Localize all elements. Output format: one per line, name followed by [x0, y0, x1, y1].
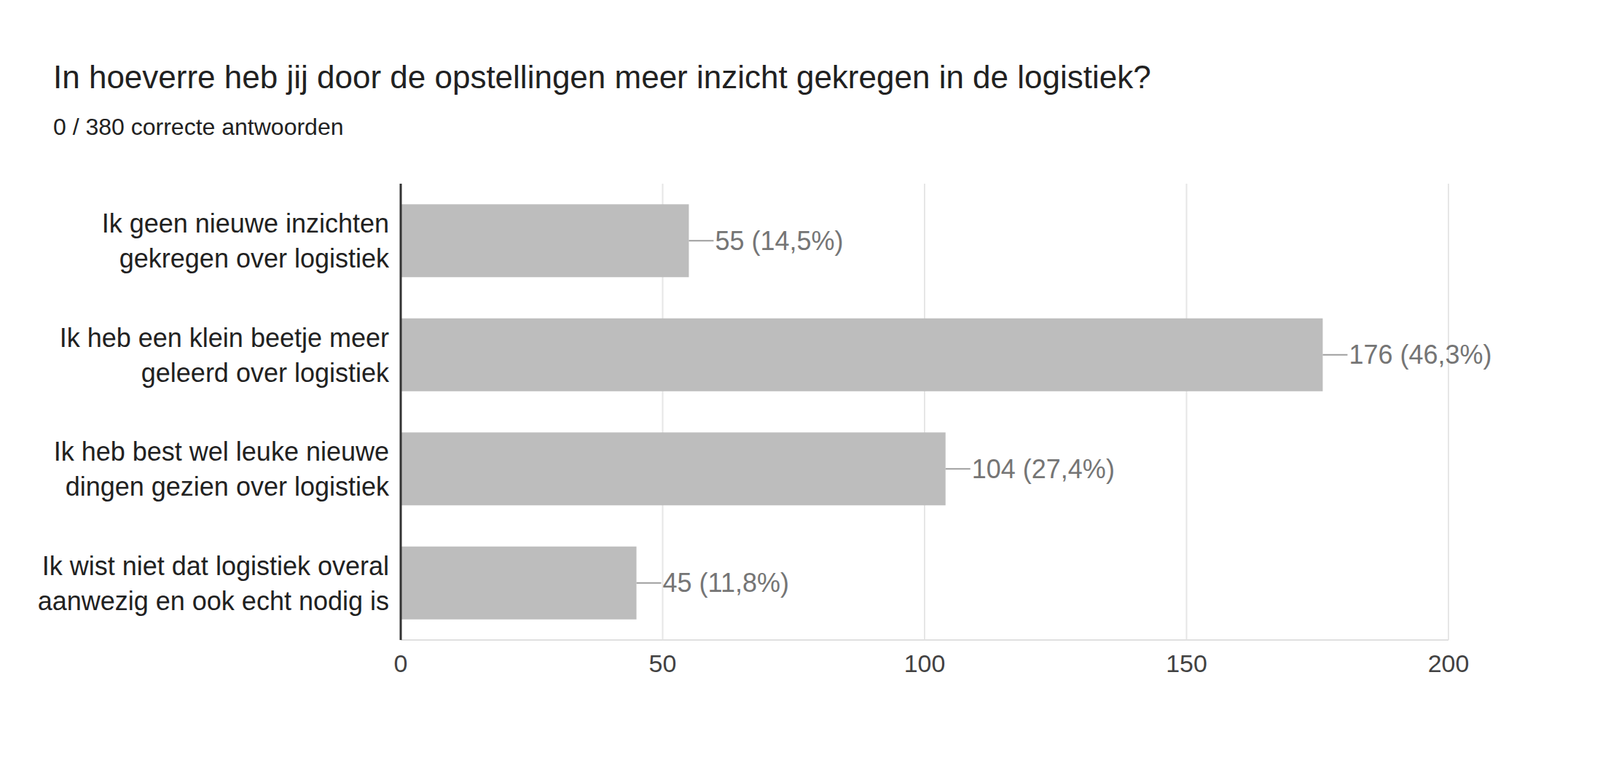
svg-text:104 (27,4%): 104 (27,4%)	[971, 453, 1115, 484]
svg-text:0: 0	[394, 649, 409, 677]
html-text:In hoeverre heb jij door de op: In hoeverre heb jij door de opstellingen…	[53, 59, 1151, 95]
svg-text:55 (14,5%): 55 (14,5%)	[714, 225, 843, 256]
svg-text:200: 200	[1428, 649, 1470, 677]
svg-text:Ik geen nieuwe inzichtengekreg: Ik geen nieuwe inzichtengekregen over lo…	[102, 208, 390, 274]
svg-text:45 (11,8%): 45 (11,8%)	[663, 567, 790, 598]
svg-text:176 (46,3%): 176 (46,3%)	[1348, 339, 1492, 370]
svg-text:Ik heb een klein beetje meerge: Ik heb een klein beetje meergeleerd over…	[59, 322, 390, 387]
svg-text:100: 100	[904, 649, 946, 677]
svg-text:150: 150	[1165, 649, 1208, 677]
svg-text:Ik heb best wel leuke nieuwedi: Ik heb best wel leuke nieuwedingen gezie…	[53, 436, 390, 502]
html-text:0 / 380 correcte antwoorden: 0 / 380 correcte antwoorden	[53, 113, 344, 140]
svg-text:50: 50	[649, 649, 677, 677]
svg-text:Ik wist niet dat logistiek ove: Ik wist niet dat logistiek overalaanwezi…	[37, 550, 390, 615]
